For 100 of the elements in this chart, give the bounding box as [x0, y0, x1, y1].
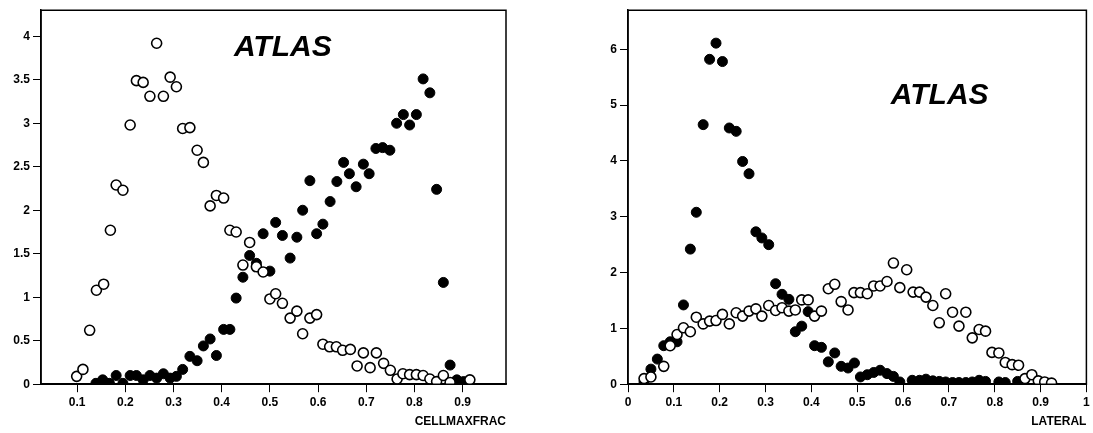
point — [344, 343, 357, 356]
y-tick-label: 3 — [23, 115, 31, 130]
point — [177, 363, 189, 375]
point — [311, 228, 323, 240]
x-tick-label: 0.1 — [665, 394, 683, 409]
point — [269, 287, 282, 300]
point — [684, 243, 696, 255]
y-tick-label: 0 — [23, 376, 31, 391]
point — [276, 229, 288, 241]
y-tick-label: 2 — [610, 264, 618, 279]
point — [410, 109, 422, 121]
point — [384, 144, 396, 156]
x-tick-label: 0.4 — [803, 394, 821, 409]
point — [704, 53, 716, 65]
x-tick-label: 0.9 — [454, 394, 472, 409]
annotation: ATLAS — [889, 77, 989, 111]
point — [291, 231, 303, 243]
annotation: ATLAS — [232, 28, 332, 62]
x-tick-label: 0.8 — [986, 394, 1004, 409]
point — [90, 284, 103, 297]
point — [677, 299, 689, 311]
point — [350, 181, 362, 193]
y-tick-label: 2.5 — [13, 159, 31, 174]
point — [391, 117, 403, 129]
point — [197, 156, 210, 169]
point — [83, 324, 96, 337]
x-tick-label: 1 — [1083, 394, 1091, 409]
point — [110, 370, 122, 381]
point — [291, 305, 303, 317]
point — [737, 155, 749, 167]
point — [343, 168, 355, 180]
x-axis-title: LATERAL — [1031, 414, 1087, 429]
x-tick-label: 0.9 — [1032, 394, 1050, 409]
point — [424, 87, 436, 99]
point — [464, 374, 476, 385]
y-tick-label: 1.5 — [13, 246, 31, 261]
y-tick-label: 1 — [23, 289, 31, 304]
y-tick-label: 6 — [610, 41, 618, 56]
y-tick-label: 4 — [23, 28, 31, 43]
point — [770, 278, 782, 290]
point — [184, 121, 196, 134]
point — [431, 183, 443, 195]
point — [204, 200, 216, 212]
point — [184, 350, 196, 362]
point — [848, 357, 860, 369]
point — [317, 218, 329, 230]
point — [197, 340, 209, 352]
point — [297, 204, 309, 216]
point — [244, 249, 256, 261]
point — [351, 360, 363, 372]
point — [237, 259, 249, 271]
x-tick-label: 0.3 — [757, 394, 775, 409]
point — [217, 192, 230, 204]
point — [763, 239, 775, 251]
point — [191, 355, 203, 367]
point — [157, 90, 170, 103]
y-tick-label: 5 — [610, 97, 618, 112]
point — [144, 90, 156, 103]
point — [743, 168, 755, 180]
point — [150, 37, 163, 50]
point — [404, 119, 416, 131]
point — [117, 184, 129, 197]
point — [331, 176, 343, 188]
point — [284, 252, 296, 264]
point — [651, 353, 663, 365]
y-tick-label: 1 — [610, 320, 618, 335]
x-tick-label: 0.2 — [711, 394, 729, 409]
point — [276, 297, 289, 310]
point — [304, 175, 316, 187]
point — [284, 312, 296, 324]
point — [230, 226, 242, 238]
x-tick-label: 0.8 — [406, 394, 424, 409]
point — [210, 350, 222, 361]
y-tick-label: 4 — [610, 153, 618, 168]
point — [357, 347, 370, 359]
point — [124, 119, 136, 131]
x-tick-label: 0 — [624, 394, 632, 409]
point — [357, 158, 369, 170]
x-tick-label: 0.5 — [261, 394, 279, 409]
point — [243, 236, 256, 249]
point — [776, 288, 788, 300]
point — [137, 76, 149, 89]
point — [296, 327, 309, 340]
point — [370, 347, 383, 359]
point — [796, 320, 808, 332]
y-tick-label: 3.5 — [13, 72, 31, 87]
point — [364, 361, 376, 374]
x-tick-label: 0.1 — [68, 394, 86, 409]
point — [97, 278, 110, 290]
point — [437, 369, 450, 382]
point — [257, 266, 269, 278]
point — [164, 71, 176, 83]
x-tick-label: 0.2 — [116, 394, 134, 409]
point — [697, 119, 709, 131]
point — [237, 271, 249, 283]
point — [756, 232, 768, 244]
point — [829, 347, 841, 359]
x-tick-label: 0.4 — [213, 394, 231, 409]
x-axis-title: CELLMAXFRAC — [414, 414, 507, 429]
point — [822, 356, 834, 368]
